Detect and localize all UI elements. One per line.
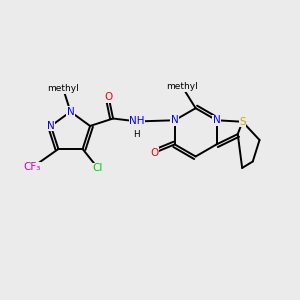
Text: CF₃: CF₃ (24, 162, 41, 172)
Text: N: N (47, 121, 55, 131)
Text: N: N (213, 115, 220, 125)
Text: methyl: methyl (167, 82, 198, 91)
Text: Cl: Cl (93, 163, 103, 173)
Text: O: O (104, 92, 113, 102)
Text: NH: NH (130, 116, 145, 126)
Text: H: H (133, 130, 140, 139)
Text: S: S (239, 117, 246, 127)
Text: O: O (151, 148, 159, 158)
Text: N: N (171, 115, 178, 125)
Text: N: N (67, 107, 74, 117)
Text: methyl: methyl (47, 84, 79, 93)
